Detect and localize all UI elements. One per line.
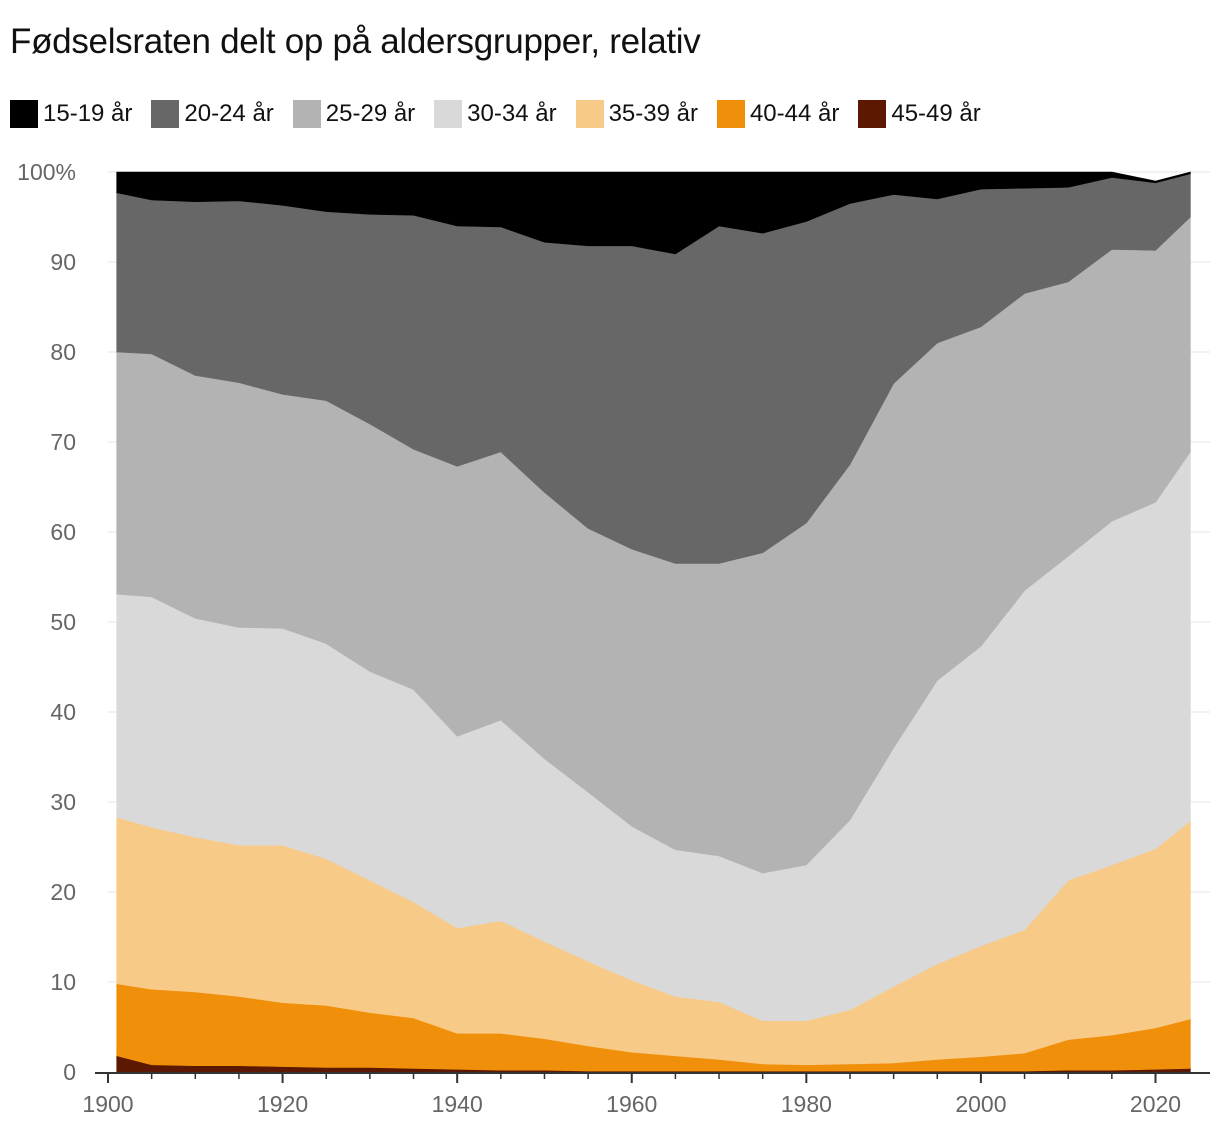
legend-label: 25-29 år: [325, 100, 416, 127]
legend-swatch: [858, 100, 887, 128]
y-tick-label: 60: [50, 519, 76, 545]
legend-item: 20-24 år: [151, 100, 274, 128]
legend-item: 40-44 år: [716, 100, 840, 128]
y-tick-label: 10: [50, 969, 76, 995]
y-tick-label: 50: [50, 609, 76, 635]
legend-swatch: [575, 100, 604, 128]
legend-item: 25-29 år: [292, 100, 416, 128]
legend-label: 45-49 år: [891, 100, 981, 127]
y-tick-label: 20: [50, 879, 76, 905]
legend-label: 35-39 år: [608, 100, 698, 127]
area-series: [116, 171, 1191, 1073]
x-tick-label: 1940: [432, 1091, 483, 1117]
legend-label: 20-24 år: [184, 100, 274, 127]
y-tick-label: 0: [63, 1059, 76, 1085]
x-tick-label: 2000: [955, 1091, 1006, 1117]
stacked-area-chart: 0 10 20 30 40 50 60 70 80 90 100% 1900 1920 1940 1960 1…: [17, 159, 1210, 1117]
legend-label: 30-34 år: [467, 100, 557, 127]
chart-title: Fødselsraten delt op på aldersgrupper, r…: [10, 22, 701, 61]
y-tick-label: 40: [50, 699, 76, 725]
axes: 0 10 20 30 40 50 60 70 80 90 100% 1900 1920 1940 1960 1…: [17, 159, 1210, 1117]
legend-label: 15-19 år: [43, 100, 133, 127]
y-tick-label: 90: [50, 249, 76, 275]
legend-item: 35-39 år: [575, 100, 698, 128]
y-tick-label: 70: [50, 429, 76, 455]
area-15-19: [116, 171, 1191, 255]
legend-swatch: [292, 100, 321, 128]
y-tick-label: 30: [50, 789, 76, 815]
legend-swatch: [434, 100, 463, 128]
x-tick-label: 1920: [257, 1091, 308, 1117]
y-tick-label: 80: [50, 339, 76, 365]
legend-label: 40-44 år: [749, 100, 840, 127]
legend-item: 15-19 år: [10, 100, 132, 128]
y-tick-label: 100%: [17, 159, 76, 185]
x-tick-label: 1980: [781, 1091, 832, 1117]
legend-swatch: [10, 100, 38, 128]
legend-swatch: [716, 100, 745, 128]
x-tick-label: 2020: [1130, 1091, 1181, 1117]
legend-item: 45-49 år: [858, 100, 981, 128]
legend-swatch: [151, 100, 180, 128]
x-tick-label: 1960: [606, 1091, 657, 1117]
legend-item: 30-34 år: [434, 100, 557, 128]
legend: 15-19 år 20-24 år 25-29 år 30-34 år 35-39 år…: [10, 100, 1000, 128]
x-tick-label: 1900: [82, 1091, 133, 1117]
